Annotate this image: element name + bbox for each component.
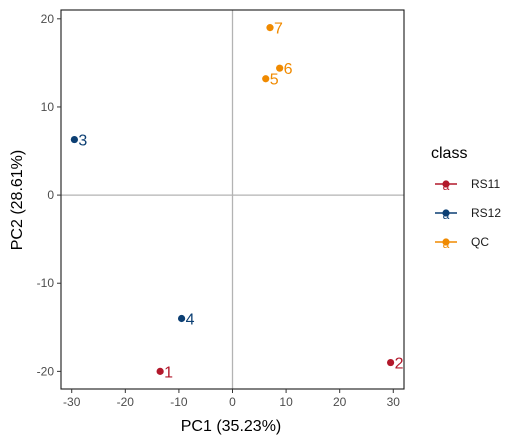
legend-key-point [442, 180, 450, 188]
point-label: 6 [284, 61, 293, 78]
legend-key-glyph: a [443, 208, 450, 222]
y-tick-label: 10 [41, 100, 55, 114]
legend-key-point [442, 238, 450, 246]
data-point [276, 64, 284, 72]
legend-label: RS12 [471, 206, 501, 220]
y-tick-label: 0 [47, 188, 54, 202]
legend-key-point [442, 209, 450, 217]
legend-key-glyph: a [443, 179, 450, 193]
legend-label: RS11 [471, 177, 500, 191]
x-tick-label: 30 [387, 395, 401, 409]
data-point [156, 367, 164, 375]
y-tick-label: -10 [37, 276, 55, 290]
legend: class a RS11 a RS12 a QC [431, 145, 501, 251]
x-axis: -30 -20 -10 0 10 20 30 [63, 389, 400, 409]
y-tick-label: -20 [37, 364, 55, 378]
y-tick-label: 20 [41, 12, 55, 26]
x-tick-label: -20 [117, 395, 135, 409]
legend-label: QC [471, 235, 489, 249]
point-label: 1 [164, 364, 173, 381]
point-label: 3 [78, 133, 87, 150]
x-axis-title: PC1 (35.23%) [181, 418, 282, 435]
y-axis: -20 -10 0 10 20 [37, 12, 61, 378]
point-label: 5 [270, 72, 279, 89]
data-point [177, 314, 186, 323]
data-point [266, 24, 274, 32]
x-tick-label: 10 [279, 395, 293, 409]
point-label: 7 [274, 21, 283, 38]
legend-title: class [431, 145, 467, 162]
data-point [262, 75, 270, 83]
x-tick-label: 20 [333, 395, 347, 409]
data-point [387, 358, 395, 367]
y-axis-title: PC2 (28.61%) [9, 150, 26, 251]
x-tick-label: -30 [63, 395, 81, 409]
point-label: 4 [186, 311, 195, 328]
data-point [70, 135, 78, 144]
data-points: 1 2 3 4 56 7 [70, 21, 404, 381]
point-label: 2 [395, 356, 404, 373]
x-tick-label: -10 [170, 395, 188, 409]
legend-key-glyph: a [443, 237, 450, 251]
x-tick-label: 0 [229, 395, 236, 409]
